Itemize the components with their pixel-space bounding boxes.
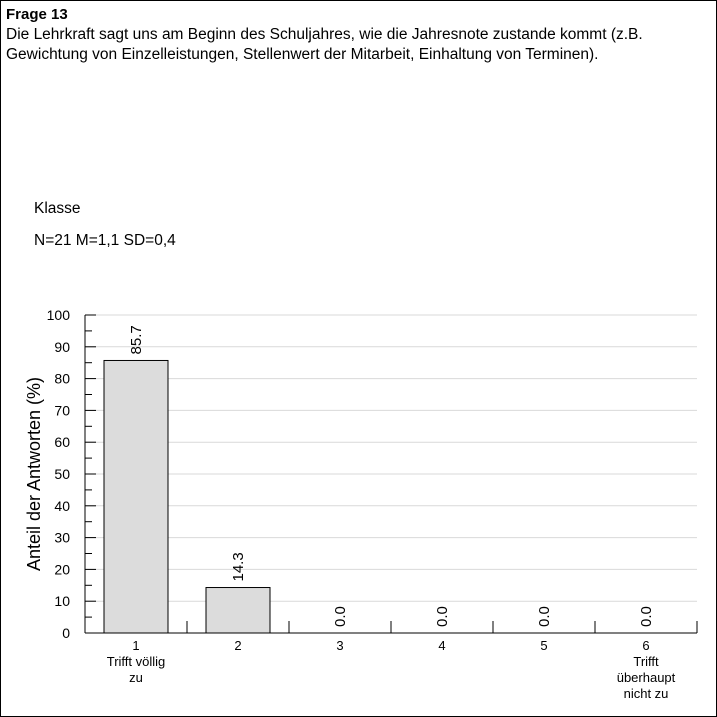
x-category-label: 4 bbox=[438, 638, 445, 653]
bar-value-label: 85.7 bbox=[128, 325, 145, 354]
question-title: Frage 13 bbox=[6, 6, 68, 23]
y-tick-label: 20 bbox=[54, 561, 70, 577]
y-tick-label: 0 bbox=[62, 625, 70, 641]
x-category-sublabel: zu bbox=[129, 670, 143, 685]
y-tick-label: 80 bbox=[54, 371, 70, 387]
y-tick-label: 100 bbox=[47, 307, 71, 323]
x-category-label: 1 bbox=[132, 638, 139, 653]
x-category-label: 2 bbox=[234, 638, 241, 653]
y-tick-label: 10 bbox=[54, 593, 70, 609]
bar-value-label: 14.3 bbox=[230, 552, 247, 581]
bar-value-label: 0.0 bbox=[434, 606, 451, 627]
y-axis-label: Anteil der Antworten (%) bbox=[24, 377, 44, 571]
bar bbox=[205, 587, 271, 634]
x-category-label: 3 bbox=[336, 638, 343, 653]
x-category-sublabel: überhaupt bbox=[617, 670, 676, 685]
y-tick-label: 60 bbox=[54, 434, 70, 450]
y-tick-label: 70 bbox=[54, 402, 70, 418]
y-tick-label: 50 bbox=[54, 466, 70, 482]
group-label: Klasse bbox=[34, 200, 81, 217]
question-text: Die Lehrkraft sagt uns am Beginn des Sch… bbox=[6, 26, 643, 63]
y-tick-label: 40 bbox=[54, 498, 70, 514]
y-tick-label: 30 bbox=[54, 530, 70, 546]
stats-line: N=21 M=1,1 SD=0,4 bbox=[34, 232, 176, 249]
x-category-sublabel: nicht zu bbox=[624, 686, 669, 701]
x-category-label: 5 bbox=[540, 638, 547, 653]
x-category-sublabel: Trifft völlig bbox=[107, 654, 166, 669]
x-category-label: 6 bbox=[642, 638, 649, 653]
bar bbox=[103, 359, 169, 634]
bar-value-label: 0.0 bbox=[536, 606, 553, 627]
bar-value-label: 0.0 bbox=[332, 606, 349, 627]
bar-value-label: 0.0 bbox=[638, 606, 655, 627]
y-tick-label: 90 bbox=[54, 339, 70, 355]
x-category-sublabel: Trifft bbox=[633, 654, 659, 669]
